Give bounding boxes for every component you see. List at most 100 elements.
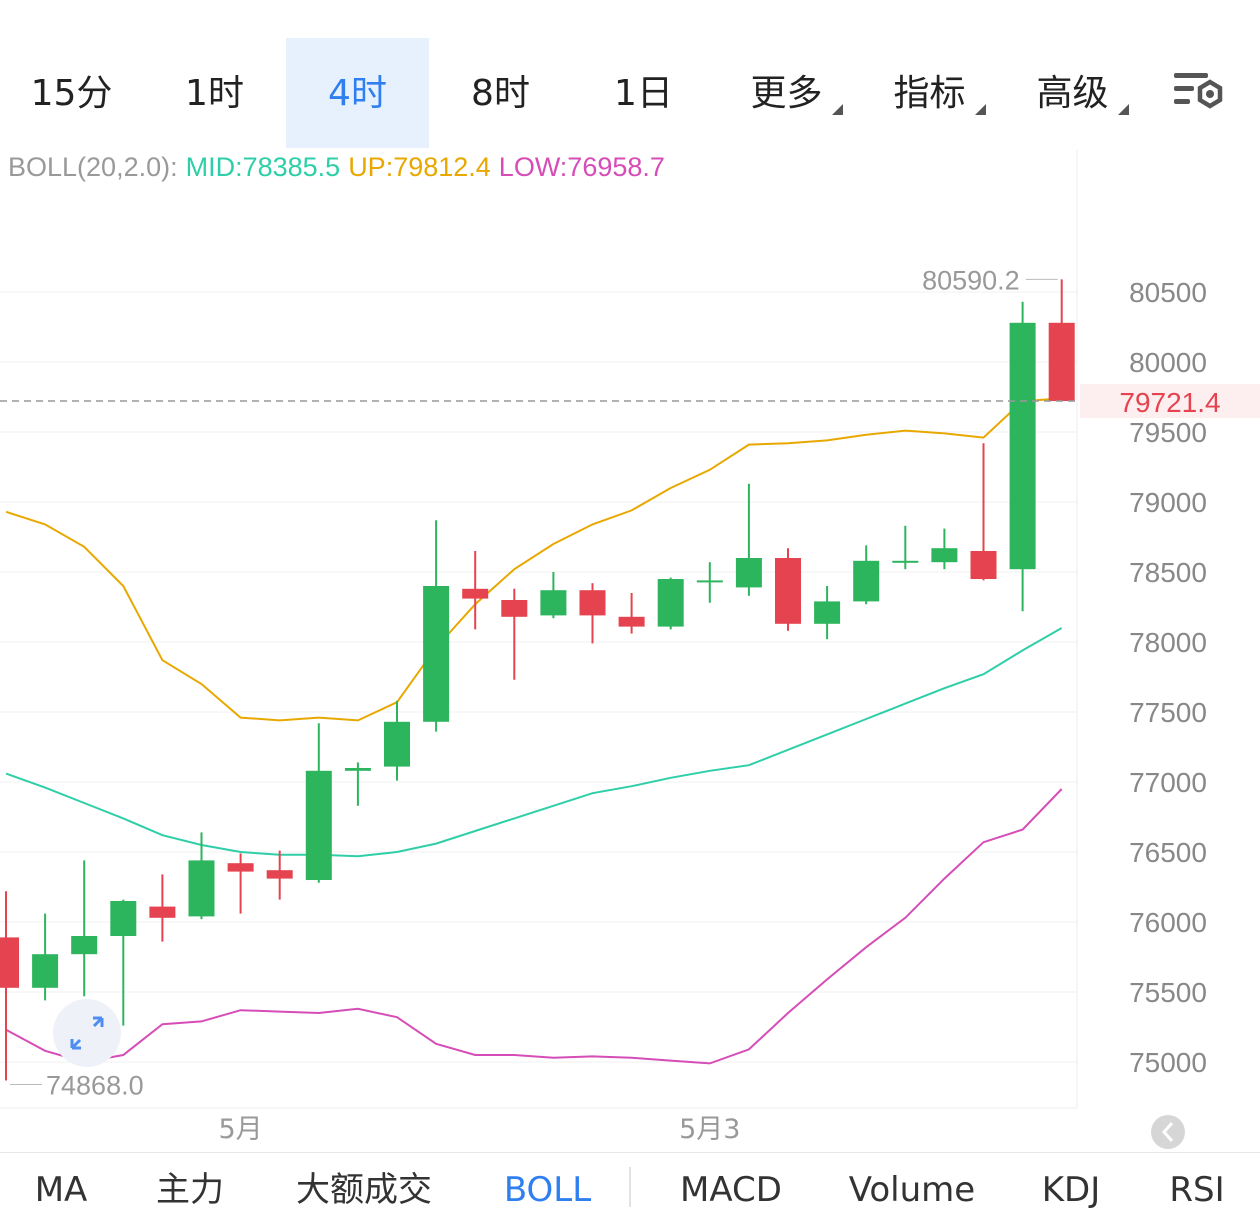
dropdown-caret-icon [1118, 104, 1129, 115]
timeframe-bar: 15分 1时 4时 8时 1日 更多 指标 高级 [0, 38, 1260, 148]
candlestick [0, 891, 19, 1081]
candlestick [696, 562, 723, 603]
candlestick [71, 860, 98, 997]
price-markers: 79721.4 80590.2 74868.0 [0, 265, 1260, 1100]
candle-body [970, 551, 997, 579]
candlestick [32, 913, 59, 1001]
candlestick [423, 520, 450, 732]
y-tick-label: 79000 [1129, 487, 1207, 518]
min-price-label: 74868.0 [46, 1070, 144, 1100]
candle-body [696, 580, 723, 583]
candlestick [735, 483, 762, 596]
candle-body [1009, 322, 1036, 570]
y-tick-label: 77500 [1129, 697, 1207, 728]
indicator-ma[interactable]: MA [34, 1170, 88, 1210]
indicator-large-trades[interactable]: 大额成交 [296, 1170, 432, 1210]
indicator-boll[interactable]: BOLL [503, 1170, 592, 1210]
candle-body [462, 588, 489, 599]
boll-up-line [5, 397, 1062, 722]
candlestick [892, 525, 919, 570]
expand-chart-icon[interactable] [53, 999, 121, 1067]
y-tick-label: 76000 [1129, 907, 1207, 938]
candle-body [0, 937, 19, 988]
candlestick [188, 832, 215, 920]
boll-bands [5, 397, 1063, 1065]
candlestick [266, 850, 293, 900]
candle-body [892, 560, 919, 563]
candlestick [462, 551, 489, 630]
indicator-rsi[interactable]: RSI [1169, 1170, 1225, 1210]
price-chart[interactable]: 80500 80000 79500 79000 78500 78000 77500 77000… [0, 150, 1260, 1150]
y-tick-label: 79500 [1129, 417, 1207, 448]
y-tick-label: 80500 [1129, 277, 1207, 308]
candle-body [32, 954, 59, 988]
dropdown-caret-icon [832, 104, 843, 115]
candle-body [618, 616, 645, 627]
indicator-volume[interactable]: Volume [848, 1170, 976, 1210]
candle-body [227, 863, 254, 872]
candlestick [970, 443, 997, 581]
candle-body [71, 936, 98, 955]
candle-body [344, 768, 371, 771]
candle-body [423, 586, 450, 722]
candle-body [149, 906, 176, 918]
y-tick-label: 78000 [1129, 627, 1207, 658]
candle-body [501, 600, 528, 617]
candle-body [853, 560, 880, 602]
boll-params-label: BOLL(20,2.0): [8, 152, 178, 182]
candlestick [501, 588, 528, 680]
candle-body [814, 601, 841, 624]
boll-mid-value: MID:78385.5 [185, 152, 341, 182]
tab-advanced[interactable]: 高级 [1036, 73, 1109, 114]
current-price-label: 79721.4 [1119, 387, 1220, 418]
candlestick [853, 545, 880, 605]
candle-body [110, 901, 137, 936]
x-tick-label: 5月 [219, 1114, 263, 1145]
tab-1d[interactable]: 1日 [614, 73, 673, 114]
candle-body [384, 721, 410, 767]
divider [629, 1167, 631, 1207]
tab-indicators[interactable]: 指标 [893, 73, 966, 114]
chart-settings-icon[interactable] [1170, 68, 1230, 118]
scroll-to-latest-icon[interactable] [1151, 1115, 1185, 1149]
candlesticks [0, 279, 1075, 1081]
candlestick [657, 577, 684, 630]
candle-body [188, 860, 215, 917]
x-tick-label: 5月3 [679, 1114, 740, 1145]
candlestick [579, 583, 606, 644]
candlestick [344, 762, 371, 806]
tab-15min[interactable]: 15分 [30, 73, 113, 114]
current-price-tag [1080, 384, 1260, 419]
dropdown-caret-icon [975, 104, 986, 115]
chart-grid [0, 291, 1077, 1109]
time-axis: 5月 5月3 [219, 1114, 741, 1145]
candlestick [227, 853, 254, 914]
candlestick [110, 899, 137, 1026]
indicator-bar: MA 主力 大额成交 BOLL MACD Volume KDJ RSI [0, 1152, 1260, 1224]
candle-body [735, 558, 762, 588]
candle-body [657, 579, 684, 627]
tab-1h[interactable]: 1时 [185, 73, 244, 114]
tab-8h[interactable]: 8时 [471, 73, 530, 114]
boll-legend: BOLL(20,2.0): MID:78385.5 UP:79812.4 LOW:76… [8, 152, 673, 183]
candle-body [266, 870, 293, 879]
indicator-macd[interactable]: MACD [680, 1170, 782, 1210]
candle-body [931, 548, 958, 563]
candle-body [1048, 322, 1075, 402]
candlestick [1048, 279, 1075, 402]
indicator-main-force[interactable]: 主力 [156, 1170, 224, 1210]
indicator-kdj[interactable]: KDJ [1041, 1170, 1101, 1210]
boll-low-value: LOW:76958.7 [498, 152, 665, 182]
candlestick [149, 874, 176, 942]
tab-more[interactable]: 更多 [750, 73, 823, 114]
boll-up-value: UP:79812.4 [348, 152, 491, 182]
candlestick [540, 572, 567, 619]
candle-body [579, 590, 606, 616]
y-tick-label: 78500 [1129, 557, 1207, 588]
y-tick-label: 80000 [1129, 347, 1207, 378]
y-tick-label: 75000 [1129, 1047, 1207, 1078]
candlestick [1009, 301, 1036, 612]
candlestick [384, 700, 410, 781]
y-tick-label: 76500 [1129, 837, 1207, 868]
tab-4h[interactable]: 4时 [286, 38, 429, 148]
